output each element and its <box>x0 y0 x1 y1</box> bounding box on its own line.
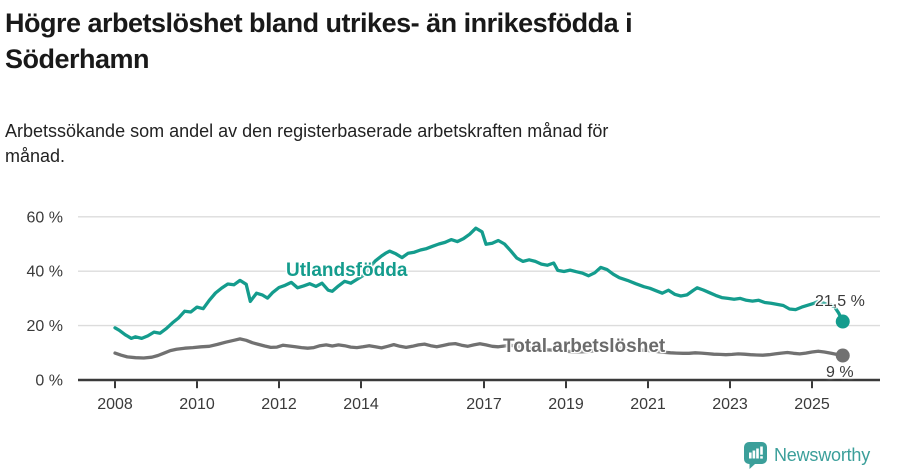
y-tick-label: 0 % <box>35 373 63 390</box>
chart-subtitle: Arbetssökande som andel av den registerb… <box>5 121 609 167</box>
x-tick-label: 2014 <box>343 396 379 413</box>
x-tick-label: 2012 <box>261 396 297 413</box>
page-title: Högre arbetslöshet bland utrikes- än inr… <box>5 8 633 75</box>
y-tick-label: 20 % <box>27 318 63 335</box>
series-line-total-arbetsloshet <box>113 337 845 360</box>
y-tick-label: 40 % <box>27 264 63 281</box>
series-label-utlandsfodda: Utlandsfödda <box>286 260 408 281</box>
newsworthy-brand-link[interactable]: Newsworthy <box>744 442 870 469</box>
newsworthy-brand-text: Newsworthy <box>774 445 871 465</box>
x-tick-label: 2010 <box>179 396 215 413</box>
x-tick-label: 2017 <box>466 396 502 413</box>
x-tick-label: 2019 <box>548 396 584 413</box>
newsworthy-logo-icon <box>744 442 767 469</box>
series-end-dot-total-arbetsloshet <box>835 348 850 363</box>
x-tick-label: 2023 <box>712 396 748 413</box>
series-line-utlandsfodda <box>113 226 845 341</box>
x-tick-label: 2021 <box>630 396 666 413</box>
end-value-label-utlandsfodda: 21,5 % <box>815 293 865 310</box>
series-label-total-arbetsloshet: Total arbetslöshet <box>503 336 666 357</box>
x-tick-label: 2025 <box>794 396 830 413</box>
end-value-label-total: 9 % <box>826 364 854 381</box>
y-tick-label: 60 % <box>27 209 63 226</box>
x-tick-label: 2008 <box>97 396 133 413</box>
series-end-dot-utlandsfodda <box>835 314 850 329</box>
